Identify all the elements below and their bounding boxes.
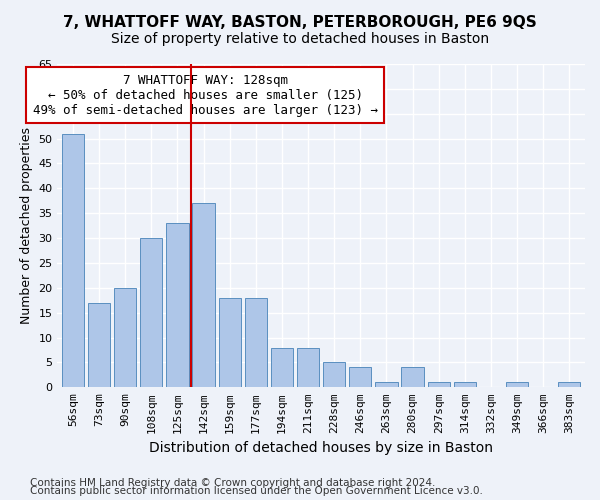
Bar [506,382,528,388]
X-axis label: Distribution of detached houses by size in Baston: Distribution of detached houses by size … [149,441,493,455]
Text: Size of property relative to detached houses in Baston: Size of property relative to detached ho… [111,32,489,46]
Bar [428,382,450,388]
Bar [297,348,319,388]
Bar [166,223,188,388]
Bar [218,298,241,388]
Text: Contains public sector information licensed under the Open Government Licence v3: Contains public sector information licen… [30,486,483,496]
Y-axis label: Number of detached properties: Number of detached properties [20,127,33,324]
Bar [376,382,398,388]
Bar [193,204,215,388]
Bar [114,288,136,388]
Bar [62,134,84,388]
Bar [454,382,476,388]
Bar [245,298,267,388]
Bar [140,238,163,388]
Bar [323,362,346,388]
Bar [349,368,371,388]
Bar [558,382,580,388]
Text: 7, WHATTOFF WAY, BASTON, PETERBOROUGH, PE6 9QS: 7, WHATTOFF WAY, BASTON, PETERBOROUGH, P… [63,15,537,30]
Bar [401,368,424,388]
Text: 7 WHATTOFF WAY: 128sqm
← 50% of detached houses are smaller (125)
49% of semi-de: 7 WHATTOFF WAY: 128sqm ← 50% of detached… [32,74,377,116]
Bar [271,348,293,388]
Bar [88,302,110,388]
Text: Contains HM Land Registry data © Crown copyright and database right 2024.: Contains HM Land Registry data © Crown c… [30,478,436,488]
